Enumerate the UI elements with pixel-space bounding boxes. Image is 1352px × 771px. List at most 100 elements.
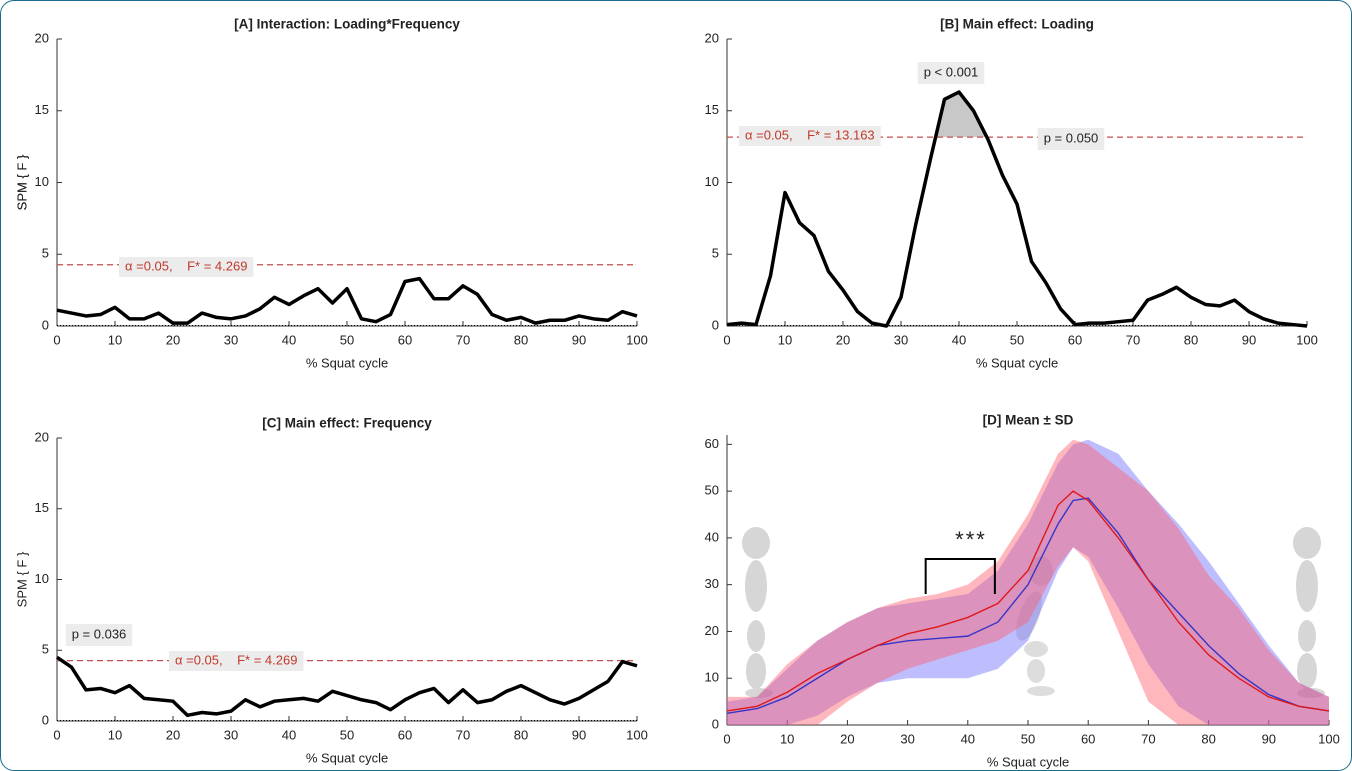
- y-tick-label: 15: [35, 500, 49, 515]
- x-tick-label: 0: [53, 727, 60, 742]
- panel: [D] Mean ± SD % Squat cycle 0 10 20 30 40 50 60 7…: [705, 413, 1340, 770]
- y-tick-label: 20: [35, 429, 49, 444]
- supra-area: [57, 657, 62, 661]
- y-tick-label: 0: [42, 317, 49, 332]
- y-tick-label: 10: [35, 571, 49, 586]
- x-tick-label: 10: [778, 332, 792, 347]
- y-tick-label: 15: [705, 102, 719, 117]
- x-tick-label: 40: [282, 727, 296, 742]
- squat-figure-mid: [1016, 556, 1055, 696]
- chart-title: [C] Main effect: Frequency: [262, 416, 432, 431]
- x-tick-label: 0: [53, 332, 60, 347]
- y-tick-label: 0: [42, 712, 49, 727]
- label-bg: [169, 651, 304, 671]
- y-tick-label: 5: [42, 246, 49, 261]
- x-axis-label: % Squat cycle: [976, 355, 1058, 370]
- x-tick-label: 100: [1296, 332, 1318, 347]
- x-tick-label: 50: [340, 332, 354, 347]
- x-tick-label: 70: [1126, 332, 1140, 347]
- label-bg: [119, 257, 254, 277]
- y-axis-label: SPM { F }: [14, 154, 29, 210]
- label-bg: [1037, 128, 1105, 150]
- y-tick-label: 20: [705, 623, 719, 638]
- y-tick-label: 0: [712, 716, 719, 731]
- supra-area: [935, 92, 987, 138]
- y-tick-label: 10: [705, 174, 719, 189]
- y-tick-label: 10: [705, 670, 719, 685]
- threshold-label: α =0.05, F* = 4.269: [175, 652, 297, 667]
- x-tick-label: 90: [572, 727, 586, 742]
- x-tick-label: 80: [514, 727, 528, 742]
- x-axis-label: % Squat cycle: [306, 355, 388, 370]
- panel: [A] Interaction: Loading*Frequency % Squa…: [14, 17, 647, 371]
- x-tick-label: 100: [626, 332, 648, 347]
- x-axis-label: % Squat cycle: [306, 750, 388, 765]
- x-tick-label: 20: [836, 332, 850, 347]
- x-tick-label: 20: [166, 727, 180, 742]
- x-tick-label: 10: [108, 727, 122, 742]
- x-tick-label: 60: [1081, 731, 1095, 746]
- x-tick-label: 60: [1068, 332, 1082, 347]
- x-tick-label: 20: [166, 332, 180, 347]
- mean-line: [726, 490, 1330, 712]
- spm-curve: [726, 90, 1308, 328]
- x-tick-label: 80: [1201, 731, 1215, 746]
- x-tick-label: 10: [108, 332, 122, 347]
- y-tick-label: 5: [42, 642, 49, 657]
- annotation: p = 0.036: [72, 626, 127, 641]
- x-tick-label: 40: [282, 332, 296, 347]
- y-tick-label: 50: [705, 483, 719, 498]
- annotation: p < 0.001: [924, 64, 979, 79]
- x-tick-label: 80: [1184, 332, 1198, 347]
- x-tick-label: 70: [456, 727, 470, 742]
- x-tick-label: 40: [961, 731, 975, 746]
- spm-curve: [56, 276, 638, 325]
- x-tick-label: 90: [572, 332, 586, 347]
- panel: [C] Main effect: Frequency % Squat cycle S…: [14, 416, 647, 766]
- x-tick-label: 70: [456, 332, 470, 347]
- x-tick-label: 30: [894, 332, 908, 347]
- y-axis-label: SPM { F }: [14, 154, 29, 210]
- y-tick-label: 60: [705, 436, 719, 451]
- significance-bracket: [924, 557, 996, 595]
- chart-title: [D] Mean ± SD: [983, 413, 1074, 428]
- x-tick-label: 0: [723, 731, 730, 746]
- x-tick-label: 30: [900, 731, 914, 746]
- x-tick-label: 30: [224, 332, 238, 347]
- x-tick-label: 90: [1262, 731, 1276, 746]
- y-tick-label: 0: [712, 317, 719, 332]
- squat-figure-start: [742, 527, 773, 698]
- x-tick-label: 70: [1141, 731, 1155, 746]
- x-tick-label: 50: [340, 727, 354, 742]
- x-tick-label: 10: [780, 731, 794, 746]
- y-tick-label: 20: [705, 30, 719, 45]
- mean-line: [726, 497, 1330, 714]
- y-tick-label: 15: [35, 102, 49, 117]
- y-tick-label: 10: [35, 174, 49, 189]
- chart-title: [B] Main effect: Loading: [940, 17, 1094, 32]
- spm-curve: [56, 655, 638, 718]
- x-tick-label: 60: [398, 727, 412, 742]
- x-tick-label: 90: [1242, 332, 1256, 347]
- y-tick-label: 20: [35, 30, 49, 45]
- x-tick-label: 100: [1318, 731, 1340, 746]
- sd-band: [727, 439, 1329, 725]
- threshold-label: α =0.05, F* = 13.163: [745, 127, 875, 142]
- y-tick-label: 30: [705, 576, 719, 591]
- x-tick-label: 50: [1021, 731, 1035, 746]
- x-tick-label: 0: [723, 332, 730, 347]
- x-tick-label: 100: [626, 727, 648, 742]
- x-tick-label: 30: [224, 727, 238, 742]
- annotation: ***: [955, 527, 987, 552]
- y-axis-label: SPM { F }: [14, 551, 29, 607]
- panel: [B] Main effect: Loading % Squat cycle SPM…: [14, 17, 1317, 371]
- x-tick-label: 50: [1010, 332, 1024, 347]
- label-bg: [65, 624, 133, 646]
- chart-title: [A] Interaction: Loading*Frequency: [234, 17, 460, 32]
- y-tick-label: 5: [712, 246, 719, 261]
- squat-figure-end: [1293, 527, 1325, 698]
- threshold-label: α =0.05, F* = 4.269: [125, 258, 247, 273]
- x-tick-label: 80: [514, 332, 528, 347]
